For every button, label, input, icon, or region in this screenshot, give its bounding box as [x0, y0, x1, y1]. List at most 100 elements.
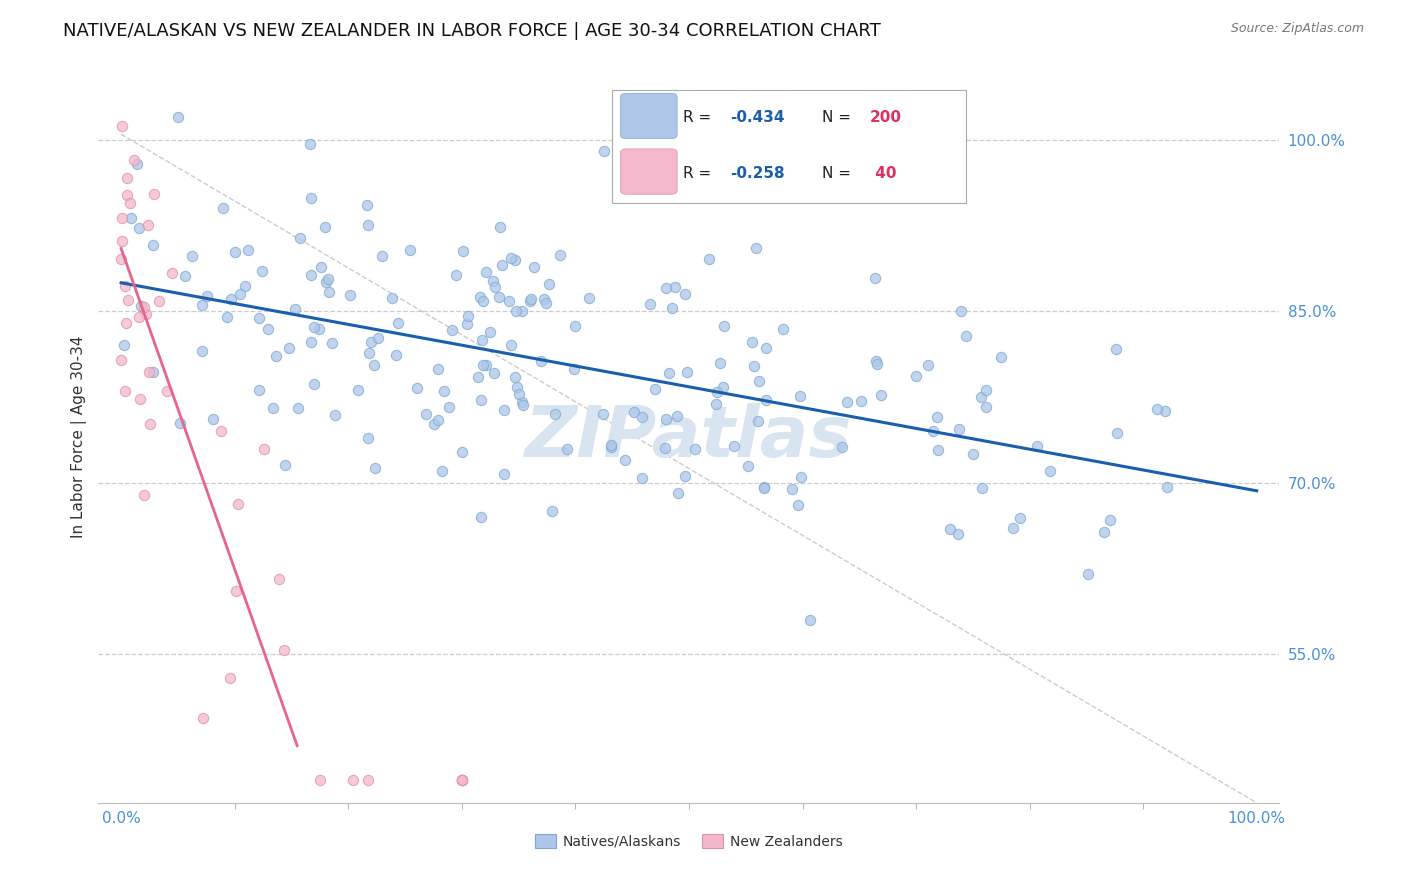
Natives/Alaskans — [197, 288, 219, 302]
Legend: Natives/Alaskans, New Zealanders: Natives/Alaskans, New Zealanders — [530, 829, 848, 855]
Natives/Alaskans — [472, 358, 495, 372]
Natives/Alaskans — [1105, 342, 1128, 356]
Natives/Alaskans — [482, 366, 505, 380]
Natives/Alaskans — [190, 298, 212, 312]
Natives/Alaskans — [321, 335, 343, 350]
Natives/Alaskans — [142, 365, 165, 379]
Text: NATIVE/ALASKAN VS NEW ZEALANDER IN LABOR FORCE | AGE 30-34 CORRELATION CHART: NATIVE/ALASKAN VS NEW ZEALANDER IN LABOR… — [63, 22, 882, 40]
Natives/Alaskans — [494, 467, 516, 481]
Natives/Alaskans — [666, 486, 689, 500]
Natives/Alaskans — [519, 294, 541, 309]
Natives/Alaskans — [870, 388, 893, 402]
Natives/Alaskans — [247, 383, 270, 397]
Y-axis label: In Labor Force | Age 30-34: In Labor Force | Age 30-34 — [72, 335, 87, 539]
FancyBboxPatch shape — [620, 149, 678, 194]
Natives/Alaskans — [835, 395, 858, 409]
Natives/Alaskans — [786, 498, 808, 512]
Natives/Alaskans — [948, 422, 970, 436]
New Zealanders — [450, 772, 472, 787]
Text: ZIPatlas: ZIPatlas — [526, 402, 852, 472]
New Zealanders — [160, 266, 183, 280]
New Zealanders — [450, 772, 472, 787]
Natives/Alaskans — [489, 220, 512, 235]
Natives/Alaskans — [357, 218, 380, 232]
Natives/Alaskans — [917, 359, 939, 373]
Natives/Alaskans — [790, 469, 813, 483]
New Zealanders — [110, 353, 132, 368]
Natives/Alaskans — [523, 260, 546, 275]
New Zealanders — [273, 642, 295, 657]
New Zealanders — [342, 772, 364, 787]
Natives/Alaskans — [299, 191, 322, 205]
Natives/Alaskans — [654, 281, 676, 295]
Natives/Alaskans — [905, 369, 928, 384]
Natives/Alaskans — [274, 458, 297, 473]
Natives/Alaskans — [499, 251, 522, 265]
Natives/Alaskans — [520, 292, 543, 306]
New Zealanders — [209, 424, 232, 438]
Natives/Alaskans — [1039, 465, 1062, 479]
Natives/Alaskans — [238, 243, 260, 257]
New Zealanders — [253, 442, 276, 457]
New Zealanders — [155, 384, 177, 398]
Natives/Alaskans — [444, 268, 467, 282]
Natives/Alaskans — [318, 285, 340, 299]
Natives/Alaskans — [482, 273, 505, 287]
Natives/Alaskans — [534, 296, 557, 310]
New Zealanders — [191, 711, 214, 725]
Natives/Alaskans — [308, 321, 330, 335]
Text: Source: ZipAtlas.com: Source: ZipAtlas.com — [1230, 22, 1364, 36]
Natives/Alaskans — [363, 359, 385, 373]
New Zealanders — [111, 211, 134, 225]
Natives/Alaskans — [224, 244, 246, 259]
New Zealanders — [114, 316, 136, 330]
Natives/Alaskans — [169, 416, 191, 430]
Natives/Alaskans — [974, 384, 997, 398]
Natives/Alaskans — [782, 482, 804, 496]
Natives/Alaskans — [142, 237, 165, 252]
Natives/Alaskans — [512, 398, 534, 412]
Natives/Alaskans — [972, 481, 994, 495]
Natives/Alaskans — [676, 365, 699, 379]
New Zealanders — [450, 772, 472, 787]
Natives/Alaskans — [578, 291, 600, 305]
New Zealanders — [129, 392, 152, 406]
Natives/Alaskans — [256, 322, 278, 336]
Text: 200: 200 — [870, 110, 901, 125]
Natives/Alaskans — [360, 335, 382, 350]
Natives/Alaskans — [748, 375, 770, 389]
Natives/Alaskans — [799, 613, 821, 627]
Natives/Alaskans — [252, 263, 274, 277]
New Zealanders — [142, 187, 165, 202]
New Zealanders — [135, 307, 157, 321]
New Zealanders — [117, 293, 139, 308]
Natives/Alaskans — [287, 401, 309, 415]
Natives/Alaskans — [475, 358, 498, 372]
Natives/Alaskans — [697, 252, 720, 267]
New Zealanders — [148, 293, 170, 308]
Natives/Alaskans — [456, 317, 478, 331]
Natives/Alaskans — [675, 468, 697, 483]
Natives/Alaskans — [737, 459, 759, 474]
Natives/Alaskans — [713, 319, 735, 334]
New Zealanders — [138, 365, 160, 379]
New Zealanders — [132, 300, 155, 314]
Natives/Alaskans — [299, 268, 322, 282]
Natives/Alaskans — [479, 326, 502, 340]
Natives/Alaskans — [630, 410, 652, 425]
New Zealanders — [228, 497, 250, 511]
Natives/Alaskans — [538, 277, 561, 291]
Natives/Alaskans — [510, 394, 533, 409]
Natives/Alaskans — [592, 144, 614, 158]
New Zealanders — [132, 488, 155, 502]
Natives/Alaskans — [127, 157, 149, 171]
Natives/Alaskans — [233, 278, 256, 293]
Natives/Alaskans — [655, 412, 678, 426]
Natives/Alaskans — [219, 292, 242, 306]
Natives/Alaskans — [499, 338, 522, 352]
Natives/Alaskans — [440, 323, 463, 337]
New Zealanders — [111, 234, 134, 248]
Natives/Alaskans — [510, 304, 533, 318]
Natives/Alaskans — [742, 359, 765, 374]
Natives/Alaskans — [925, 409, 948, 424]
